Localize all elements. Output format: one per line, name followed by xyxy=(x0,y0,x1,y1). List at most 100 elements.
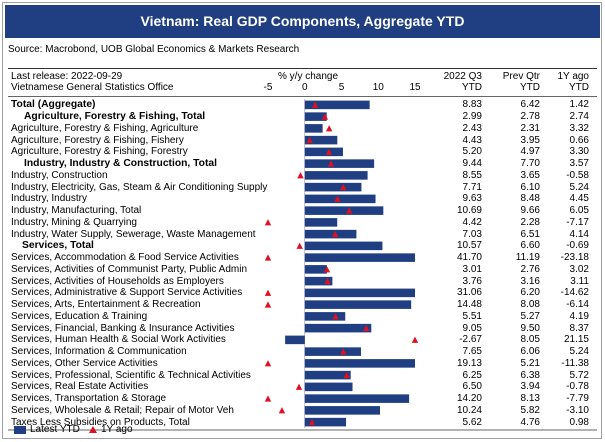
value-latest: 2.99 xyxy=(462,111,482,123)
row-label: Services, Information & Communication xyxy=(11,346,187,358)
value-latest: 7.65 xyxy=(462,346,482,358)
value-prev: 8.48 xyxy=(520,193,540,205)
value-latest: 14.20 xyxy=(456,393,482,405)
bar-latest-ytd xyxy=(304,206,384,215)
value-latest: 5.20 xyxy=(462,146,482,158)
value-latest: 4.43 xyxy=(462,134,482,146)
marker-1y-ago xyxy=(334,195,341,202)
marker-1y-ago xyxy=(324,277,331,285)
bar-latest-ytd xyxy=(304,194,376,204)
marker-1y-ago xyxy=(340,348,347,355)
row-label: Services, Human Health & Social Work Act… xyxy=(11,334,226,346)
x-tick-label: 10 xyxy=(373,82,385,93)
value-prev: 4.76 xyxy=(520,416,540,428)
marker-1y-ago xyxy=(264,254,272,261)
value-latest: 9.05 xyxy=(462,322,482,334)
value-ago: -6.14 xyxy=(566,299,589,311)
value-ago: 4.19 xyxy=(569,310,589,322)
row-label: Services, Wholesale & Retail; Repair of … xyxy=(11,404,234,416)
value-prev: 3.94 xyxy=(520,381,540,393)
value-latest: 2.43 xyxy=(462,122,482,134)
value-latest: 7.03 xyxy=(462,228,482,240)
bar-latest-ytd xyxy=(304,312,346,321)
row-label: Services, Real Estate Activities xyxy=(11,381,149,393)
value-prev: 5.27 xyxy=(520,310,540,322)
axis-title: % y/y change xyxy=(278,71,339,82)
col-prev-header-line2: YTD xyxy=(520,82,540,93)
col-latest-header-line2: YTD xyxy=(462,82,482,93)
marker-1y-ago xyxy=(343,371,350,379)
value-prev: 11.19 xyxy=(515,252,540,264)
bar-latest-ytd xyxy=(304,359,415,368)
bar-latest-ytd xyxy=(304,300,412,309)
x-tick-label: 5 xyxy=(339,82,345,93)
value-prev: 9.50 xyxy=(520,322,540,334)
value-prev: 6.20 xyxy=(520,287,540,299)
bar-latest-ytd xyxy=(304,288,415,298)
value-ago: -7.17 xyxy=(566,216,589,228)
value-latest: 5.51 xyxy=(462,310,482,322)
bar-latest-ytd xyxy=(304,182,362,192)
row-label: Services, Financial, Banking & Insurance… xyxy=(11,322,235,334)
row-label: Services, Accommodation & Food Service A… xyxy=(11,252,239,264)
value-prev: 3.16 xyxy=(520,275,540,287)
legend-ago-swatch xyxy=(89,426,97,433)
marker-1y-ago xyxy=(308,418,316,426)
bar-latest-ytd xyxy=(304,382,353,392)
marker-1y-ago xyxy=(411,336,419,343)
value-prev: 6.60 xyxy=(520,240,540,252)
value-latest: 6.50 xyxy=(462,381,482,393)
x-tick-label: 15 xyxy=(409,82,421,93)
value-latest: 31.06 xyxy=(456,287,482,299)
last-release: Last release: 2022-09-29 xyxy=(11,71,123,82)
bar-latest-ytd xyxy=(304,276,333,286)
value-latest: 8.83 xyxy=(462,99,482,111)
bar-latest-ytd xyxy=(304,241,383,251)
value-latest: 14.48 xyxy=(456,299,482,311)
bar-latest-ytd xyxy=(304,218,338,227)
row-label: Services, Arts, Entertainment & Recreati… xyxy=(11,299,201,311)
value-latest: 7.71 xyxy=(462,181,482,193)
bar-latest-ytd xyxy=(304,347,361,356)
bar-latest-ytd xyxy=(304,159,375,168)
value-ago: 5.24 xyxy=(569,346,589,358)
row-label: Services, Transportation & Storage xyxy=(11,393,167,405)
value-ago: 5.24 xyxy=(569,181,589,193)
marker-1y-ago xyxy=(264,360,272,367)
row-label: Services, Activities of Households as Em… xyxy=(11,275,224,287)
statistics-office: Vietnamese General Statistics Office xyxy=(11,82,174,93)
chart-title: Vietnam: Real GDP Components, Aggregate … xyxy=(140,13,465,29)
value-prev: 3.65 xyxy=(520,169,540,181)
value-prev: 9.66 xyxy=(520,205,540,217)
value-prev: 8.05 xyxy=(520,334,540,346)
bar-latest-ytd xyxy=(304,417,347,427)
value-latest: 3.76 xyxy=(462,275,482,287)
value-prev: 6.51 xyxy=(520,228,540,240)
bar-latest-ytd xyxy=(304,406,381,415)
value-ago: 3.02 xyxy=(569,263,589,275)
marker-1y-ago xyxy=(323,266,331,273)
value-ago: 0.66 xyxy=(569,134,589,146)
value-latest: -2.67 xyxy=(459,334,482,346)
row-label: Industry, Construction xyxy=(11,169,108,181)
marker-1y-ago xyxy=(278,407,286,414)
marker-1y-ago xyxy=(346,207,353,214)
row-label: Services, Total xyxy=(22,240,94,252)
value-ago: 3.11 xyxy=(570,275,589,287)
value-prev: 4.97 xyxy=(520,146,540,158)
value-prev: 3.95 xyxy=(520,134,540,146)
col-latest-header-line1: 2022 Q3 xyxy=(443,71,482,82)
value-ago: -7.79 xyxy=(566,393,589,405)
row-label: Services, Education & Training xyxy=(11,310,148,322)
marker-1y-ago xyxy=(295,383,303,390)
row-label: Services, Administrative & Support Servi… xyxy=(11,287,243,299)
bar-latest-ytd xyxy=(304,112,327,121)
value-prev: 5.82 xyxy=(520,404,540,416)
title-bar xyxy=(5,5,600,38)
marker-1y-ago xyxy=(264,301,272,308)
value-ago: 4.45 xyxy=(569,193,589,205)
marker-1y-ago xyxy=(321,113,329,120)
col-prev-header-line1: Prev Qtr xyxy=(502,71,540,82)
marker-1y-ago xyxy=(327,160,335,167)
